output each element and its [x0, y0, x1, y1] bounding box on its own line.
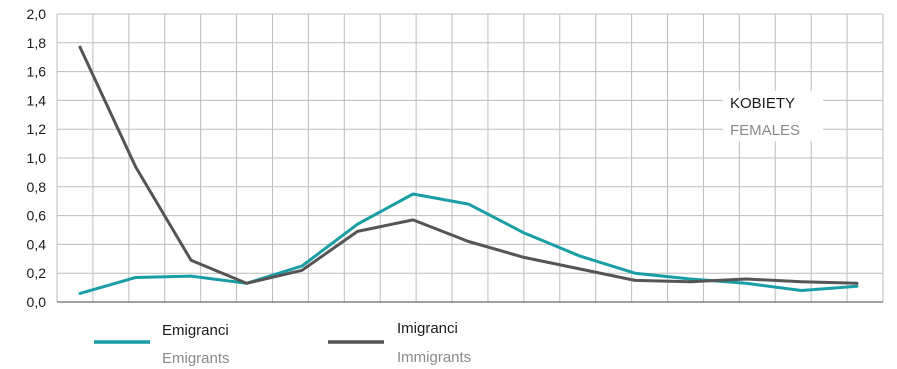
y-tick-label: 0,0 — [27, 294, 47, 310]
y-tick-label: 0,4 — [27, 236, 47, 252]
y-tick-label: 0,8 — [27, 179, 47, 195]
legend-label-imigranci: Imigranci — [397, 320, 458, 337]
series-line-immigrants — [78, 45, 859, 285]
legend-item-emigrants: Emigranci Emigrants — [94, 322, 230, 367]
y-tick-label: 1,4 — [27, 92, 47, 108]
y-tick-label: 1,6 — [27, 64, 47, 80]
annotation-line-2: FEMALES — [730, 122, 800, 139]
series-lines — [78, 45, 859, 295]
legend-label-immigrants: Immigrants — [397, 349, 471, 366]
y-tick-label: 1,2 — [27, 121, 47, 137]
chart-annotation: KOBIETY FEMALES — [723, 91, 823, 141]
series-line-emigrants — [78, 192, 859, 295]
chart-grid — [56, 13, 884, 303]
y-tick-label: 0,2 — [27, 265, 47, 281]
legend-item-immigrants: Imigranci Immigrants — [328, 320, 471, 366]
y-tick-label: 0,6 — [27, 208, 47, 224]
y-axis-ticks: 0,0 0,2 0,4 0,6 0,8 1,0 1,2 1,4 1,6 1,8 2,0 — [27, 6, 47, 310]
annotation-background — [723, 91, 823, 141]
y-tick-label: 1,8 — [27, 35, 47, 51]
legend-label-emigranci: Emigranci — [162, 322, 229, 339]
chart-legend: Emigranci Emigrants Imigranci Immigrants — [94, 320, 471, 367]
y-tick-label: 2,0 — [27, 6, 47, 22]
annotation-line-1: KOBIETY — [730, 95, 795, 112]
legend-label-emigrants: Emigrants — [162, 350, 230, 367]
y-tick-label: 1,0 — [27, 150, 47, 166]
